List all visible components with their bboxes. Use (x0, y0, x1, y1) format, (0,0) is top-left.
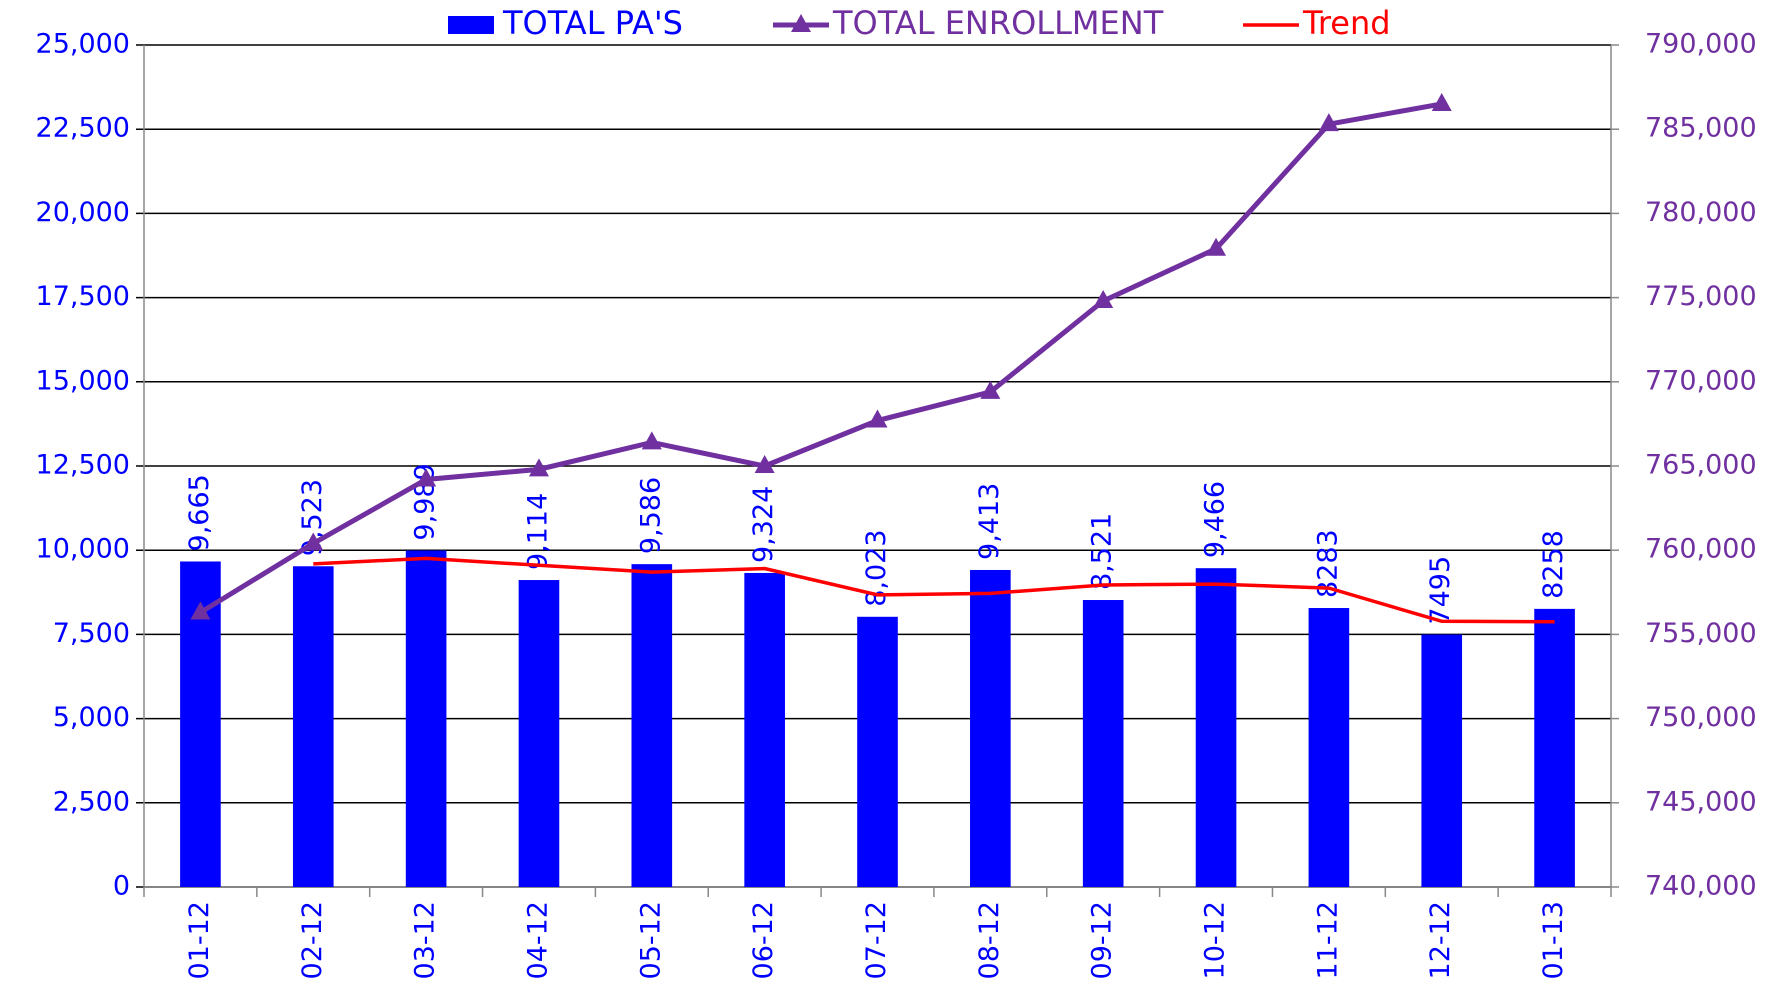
bar (518, 580, 560, 887)
bar (1308, 608, 1350, 887)
bar (292, 566, 334, 887)
x-tick-label: 12-12 (1425, 901, 1456, 979)
data-label: 9,114 (522, 493, 553, 570)
data-label: 9,586 (635, 477, 666, 554)
legend-label: TOTAL PA'S (502, 4, 683, 42)
marker (303, 532, 324, 551)
x-tick-label: 04-12 (522, 901, 553, 979)
y2-tick-label: 785,000 (1645, 113, 1757, 144)
bar (744, 572, 785, 887)
legend-label: Trend (1302, 4, 1391, 42)
x-tick-label: 07-12 (861, 901, 892, 979)
x-tick-label: 06-12 (748, 901, 779, 979)
bar (1421, 634, 1463, 887)
bar (970, 569, 1011, 887)
data-label: 9,665 (184, 474, 215, 551)
y-tick-label: 22,500 (36, 113, 130, 144)
y-tick-label: 15,000 (36, 365, 130, 396)
data-label: 8258 (1538, 530, 1569, 599)
y2-tick-label: 780,000 (1645, 197, 1757, 228)
line (199, 101, 1443, 615)
marker (980, 380, 1001, 399)
legend-marker (791, 14, 811, 32)
x-tick-label: 03-12 (410, 901, 441, 979)
y-tick-label: 25,000 (36, 29, 130, 60)
marker (867, 409, 888, 428)
data-label: 8,521 (1087, 513, 1118, 590)
marker (1318, 113, 1339, 132)
marker (1431, 92, 1452, 111)
marker (528, 458, 549, 477)
bar (631, 564, 673, 887)
y-tick-label: 7,500 (53, 618, 130, 649)
marker (641, 431, 662, 450)
y2-tick-label: 770,000 (1645, 365, 1757, 396)
bar (1195, 568, 1237, 887)
y2-tick-label: 760,000 (1645, 534, 1757, 565)
y2-tick-label: 740,000 (1645, 871, 1757, 902)
data-label: 9,466 (1200, 481, 1231, 558)
y2-tick-label: 750,000 (1645, 702, 1757, 733)
y2-tick-label: 775,000 (1645, 281, 1757, 312)
x-tick-label: 09-12 (1087, 901, 1118, 979)
y2-tick-label: 745,000 (1645, 786, 1757, 817)
marker (416, 468, 437, 487)
y2-tick-label: 765,000 (1645, 450, 1757, 481)
bar (1082, 600, 1124, 887)
bar (1534, 608, 1575, 887)
data-label: 9,413 (974, 483, 1005, 560)
y2-tick-label: 790,000 (1645, 29, 1757, 60)
data-label: 9,324 (748, 486, 779, 563)
y-tick-label: 0 (113, 871, 130, 902)
x-tick-label: 02-12 (297, 901, 328, 979)
y2-tick-label: 755,000 (1645, 618, 1757, 649)
y-tick-label: 17,500 (36, 281, 130, 312)
x-tick-label: 11-12 (1312, 901, 1343, 979)
x-tick-label: 10-12 (1200, 901, 1231, 979)
y-tick-label: 12,500 (36, 450, 130, 481)
marker (754, 455, 775, 473)
y-tick-label: 20,000 (36, 197, 130, 228)
x-tick-label: 05-12 (635, 901, 666, 979)
y-tick-label: 5,000 (53, 702, 130, 733)
y-tick-label: 10,000 (36, 534, 130, 565)
legend-label: TOTAL ENROLLMENT (832, 4, 1164, 42)
bar (857, 616, 898, 887)
line (313, 556, 1555, 624)
x-tick-label: 01-12 (184, 901, 215, 979)
bar (405, 550, 447, 887)
marker (1206, 237, 1227, 256)
marker (190, 601, 211, 620)
x-tick-label: 08-12 (974, 901, 1005, 979)
x-tick-label: 01-13 (1538, 901, 1569, 979)
legend-swatch (448, 16, 494, 34)
data-label: 7495 (1425, 556, 1456, 625)
y-tick-label: 2,500 (53, 786, 130, 817)
marker (1093, 289, 1114, 308)
